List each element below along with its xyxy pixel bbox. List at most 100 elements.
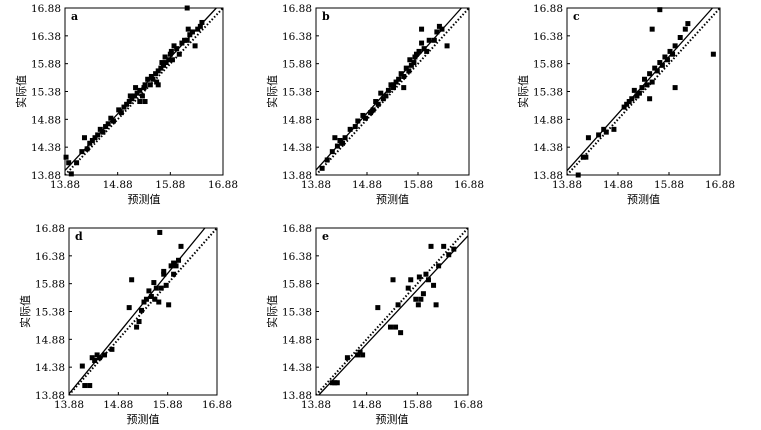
point-a-1 bbox=[66, 160, 72, 166]
y-tick-label-d-3: 15.38 bbox=[35, 307, 65, 319]
y-tick-label-c-4: 15.88 bbox=[533, 59, 563, 71]
point-d-22 bbox=[161, 271, 167, 277]
point-a-18 bbox=[118, 110, 124, 116]
point-d-13 bbox=[139, 307, 145, 313]
point-a-22 bbox=[127, 93, 133, 99]
y-axis-label-a: 实际值 bbox=[14, 75, 28, 108]
fit-line-c bbox=[566, 7, 713, 172]
point-e-10 bbox=[393, 324, 399, 330]
x-tick-label-a-1: 14.88 bbox=[103, 179, 133, 191]
point-b-31 bbox=[411, 60, 417, 66]
y-tick-label-b-0: 13.88 bbox=[282, 170, 312, 182]
point-c-29 bbox=[677, 35, 683, 41]
point-d-17 bbox=[148, 293, 154, 299]
y-tick-label-c-0: 13.88 bbox=[533, 170, 563, 182]
point-c-14 bbox=[636, 90, 642, 96]
point-a-17 bbox=[116, 107, 122, 113]
x-tick-label-e-2: 15.88 bbox=[402, 399, 432, 411]
point-e-3 bbox=[344, 355, 350, 361]
point-b-11 bbox=[360, 112, 366, 118]
point-b-15 bbox=[373, 99, 379, 105]
y-tick-label-a-5: 16.38 bbox=[31, 31, 61, 43]
point-e-6 bbox=[360, 352, 366, 358]
point-b-6 bbox=[340, 140, 346, 146]
point-e-16 bbox=[418, 296, 424, 302]
y-tick-label-e-1: 14.38 bbox=[282, 362, 312, 374]
point-b-37 bbox=[424, 48, 430, 54]
point-b-44 bbox=[419, 26, 425, 32]
y-axis-label-b: 实际值 bbox=[265, 75, 279, 108]
point-a-59 bbox=[199, 19, 205, 25]
point-c-23 bbox=[659, 62, 665, 68]
point-d-26 bbox=[171, 271, 177, 277]
point-d-12 bbox=[136, 319, 142, 325]
x-tick-label-a-3: 16.88 bbox=[208, 179, 238, 191]
point-a-6 bbox=[84, 146, 90, 152]
point-a-46 bbox=[169, 57, 175, 63]
point-a-36 bbox=[154, 79, 160, 85]
point-a-2 bbox=[68, 171, 74, 177]
point-b-22 bbox=[391, 85, 397, 91]
point-e-20 bbox=[431, 282, 437, 288]
y-tick-label-a-4: 15.88 bbox=[31, 59, 61, 71]
y-tick-label-d-1: 14.38 bbox=[35, 362, 65, 374]
fit-line-d bbox=[68, 227, 206, 395]
point-d-5 bbox=[94, 352, 100, 358]
point-c-2 bbox=[583, 154, 589, 160]
x-axis-label-e: 预测值 bbox=[376, 413, 409, 426]
point-a-50 bbox=[179, 40, 185, 46]
point-d-4 bbox=[92, 357, 98, 363]
point-b-1 bbox=[324, 157, 330, 163]
point-a-62 bbox=[155, 82, 161, 88]
panel-letter-b: b bbox=[322, 10, 330, 23]
point-c-20 bbox=[652, 65, 658, 71]
point-e-9 bbox=[390, 277, 396, 283]
identity-line-d bbox=[68, 227, 218, 396]
point-b-3 bbox=[332, 135, 338, 141]
point-b-30 bbox=[408, 62, 414, 68]
point-d-1 bbox=[82, 383, 88, 389]
point-a-39 bbox=[159, 60, 165, 66]
y-tick-label-a-3: 15.38 bbox=[31, 87, 61, 99]
point-d-29 bbox=[178, 243, 184, 249]
point-e-14 bbox=[413, 296, 419, 302]
x-tick-label-c-3: 16.88 bbox=[705, 179, 735, 191]
point-d-8 bbox=[109, 346, 115, 352]
y-tick-label-d-0: 13.88 bbox=[35, 390, 65, 402]
point-c-3 bbox=[585, 135, 591, 141]
point-a-32 bbox=[147, 82, 153, 88]
x-tick-label-b-0: 13.88 bbox=[301, 179, 331, 191]
x-tick-label-c-2: 15.88 bbox=[654, 179, 684, 191]
point-b-16 bbox=[375, 101, 381, 107]
point-a-29 bbox=[141, 85, 147, 91]
x-axis-label-c: 预测值 bbox=[627, 193, 660, 206]
fit-line-b bbox=[315, 7, 462, 171]
point-c-26 bbox=[667, 48, 673, 54]
x-tick-label-b-2: 15.88 bbox=[403, 179, 433, 191]
point-c-25 bbox=[664, 57, 670, 63]
point-d-33 bbox=[171, 260, 177, 266]
x-tick-label-d-2: 15.88 bbox=[153, 399, 183, 411]
point-a-60 bbox=[184, 5, 190, 11]
point-b-29 bbox=[407, 57, 413, 63]
y-tick-label-e-4: 15.88 bbox=[282, 279, 312, 291]
point-a-12 bbox=[100, 129, 106, 135]
point-d-2 bbox=[87, 383, 93, 389]
point-d-3 bbox=[89, 355, 95, 361]
point-c-33 bbox=[657, 7, 663, 13]
y-tick-label-e-6: 16.88 bbox=[282, 223, 312, 235]
point-a-5 bbox=[81, 135, 87, 141]
point-e-8 bbox=[387, 324, 393, 330]
point-c-22 bbox=[657, 60, 663, 66]
y-tick-label-c-5: 16.38 bbox=[533, 31, 563, 43]
x-tick-label-b-3: 16.88 bbox=[454, 179, 484, 191]
point-c-17 bbox=[644, 82, 650, 88]
y-tick-label-a-2: 14.88 bbox=[31, 114, 61, 126]
point-c-30 bbox=[682, 26, 688, 32]
point-c-28 bbox=[672, 43, 678, 49]
y-tick-label-e-3: 15.38 bbox=[282, 307, 312, 319]
point-e-19 bbox=[425, 277, 431, 283]
point-e-0 bbox=[329, 380, 335, 386]
point-b-35 bbox=[419, 40, 425, 46]
